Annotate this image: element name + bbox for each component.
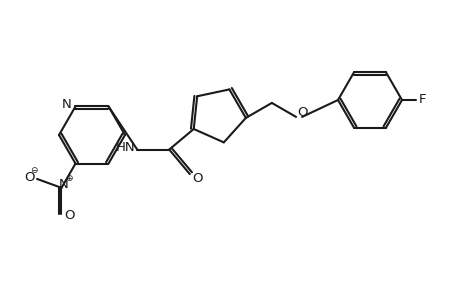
Text: N: N: [58, 178, 68, 191]
Text: HN: HN: [115, 141, 135, 154]
Text: N: N: [62, 98, 71, 111]
Text: O: O: [192, 172, 202, 184]
Text: O: O: [24, 171, 34, 184]
Text: F: F: [418, 92, 426, 106]
Text: O: O: [64, 209, 74, 222]
Text: ⊖: ⊖: [30, 167, 38, 176]
Text: ⊕: ⊕: [65, 174, 72, 183]
Text: O: O: [296, 106, 307, 119]
